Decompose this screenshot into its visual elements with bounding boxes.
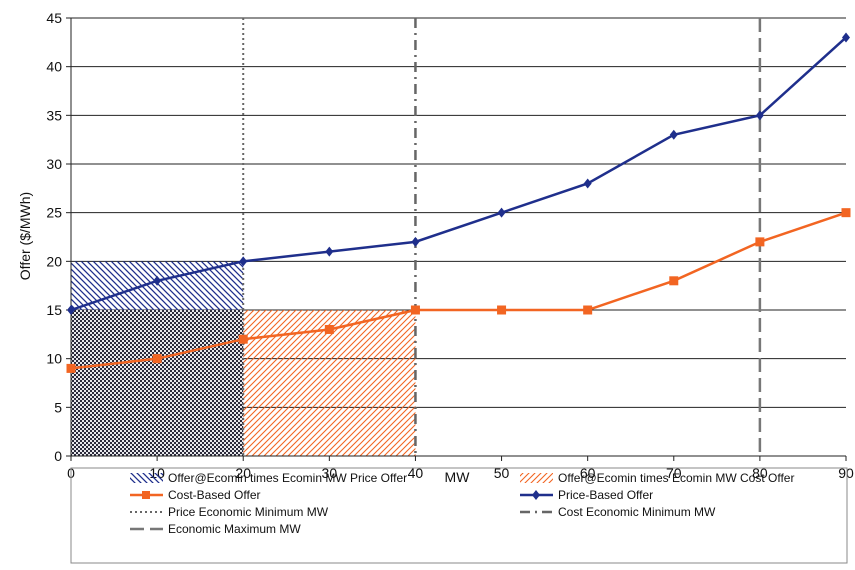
series bbox=[66, 32, 851, 373]
legend-label: Price Economic Minimum MW bbox=[168, 505, 329, 519]
series-line bbox=[70, 36, 847, 312]
x-axis-label: MW bbox=[445, 469, 471, 485]
x-tick-label: 90 bbox=[838, 465, 854, 481]
data-point bbox=[410, 305, 420, 315]
axes: 0510152025303540450102030405060708090 bbox=[46, 10, 854, 481]
data-point bbox=[325, 246, 334, 257]
data-point bbox=[324, 324, 334, 334]
legend-item: Offer@Ecomin times Ecomin MW Cost Offer bbox=[520, 471, 794, 485]
y-axis-label: Offer ($/MWh) bbox=[17, 192, 33, 280]
legend-label: Economic Maximum MW bbox=[168, 522, 301, 536]
y-tick-label: 30 bbox=[46, 156, 62, 172]
legend-item: Cost Economic Minimum MW bbox=[520, 505, 716, 519]
data-point bbox=[411, 236, 420, 247]
series-line bbox=[70, 211, 847, 370]
x-tick-label: 40 bbox=[408, 465, 424, 481]
data-point bbox=[152, 354, 162, 364]
legend: Offer@Ecomin times Ecomin MW Price Offer… bbox=[70, 467, 848, 564]
shaded-area bbox=[243, 310, 416, 456]
y-tick-label: 5 bbox=[54, 399, 62, 415]
legend-swatch bbox=[520, 473, 553, 483]
data-point bbox=[67, 305, 75, 315]
reference-lines bbox=[242, 18, 762, 456]
legend-label: Price-Based Offer bbox=[558, 488, 653, 502]
legend-item: Offer@Ecomin times Ecomin MW Price Offer bbox=[130, 471, 407, 485]
data-point bbox=[669, 276, 679, 286]
shaded-areas bbox=[71, 261, 416, 456]
y-tick-label: 20 bbox=[46, 253, 62, 269]
x-tick-label: 20 bbox=[235, 465, 251, 481]
data-point bbox=[583, 178, 592, 189]
legend-label: Offer@Ecomin times Ecomin MW Price Offer bbox=[168, 471, 407, 485]
legend-item: Cost-Based Offer bbox=[130, 488, 260, 502]
y-tick-label: 40 bbox=[46, 59, 62, 75]
data-point bbox=[153, 275, 162, 286]
data-point bbox=[238, 334, 248, 344]
legend-item: Price Economic Minimum MW bbox=[130, 505, 329, 519]
x-tick-label: 70 bbox=[666, 465, 682, 481]
legend-label: Cost Economic Minimum MW bbox=[558, 505, 716, 519]
legend-swatch bbox=[130, 473, 163, 483]
data-point bbox=[842, 32, 850, 43]
legend-item: Price-Based Offer bbox=[520, 488, 653, 502]
data-point bbox=[755, 237, 765, 247]
y-tick-label: 25 bbox=[46, 205, 62, 221]
y-tick-label: 10 bbox=[46, 351, 62, 367]
data-point bbox=[66, 363, 76, 373]
legend-label: Offer@Ecomin times Ecomin MW Cost Offer bbox=[558, 471, 794, 485]
y-tick-label: 35 bbox=[46, 107, 62, 123]
legend-label: Cost-Based Offer bbox=[168, 488, 260, 502]
legend-box bbox=[70, 467, 848, 564]
x-tick-label: 60 bbox=[580, 465, 596, 481]
data-point bbox=[669, 129, 678, 140]
y-tick-label: 45 bbox=[46, 10, 62, 26]
data-point bbox=[583, 305, 593, 315]
legend-swatch-marker bbox=[142, 491, 150, 499]
legend-item: Economic Maximum MW bbox=[130, 522, 301, 536]
x-tick-label: 30 bbox=[322, 465, 338, 481]
legend-swatch-marker bbox=[532, 490, 540, 500]
x-tick-label: 50 bbox=[494, 465, 510, 481]
data-point bbox=[497, 305, 507, 315]
shaded-area bbox=[71, 310, 244, 456]
y-tick-label: 0 bbox=[54, 448, 62, 464]
y-tick-label: 15 bbox=[46, 302, 62, 318]
data-point bbox=[841, 208, 851, 218]
data-point bbox=[755, 110, 764, 121]
x-tick-label: 80 bbox=[752, 465, 768, 481]
data-point bbox=[239, 256, 248, 267]
data-point bbox=[497, 207, 506, 218]
